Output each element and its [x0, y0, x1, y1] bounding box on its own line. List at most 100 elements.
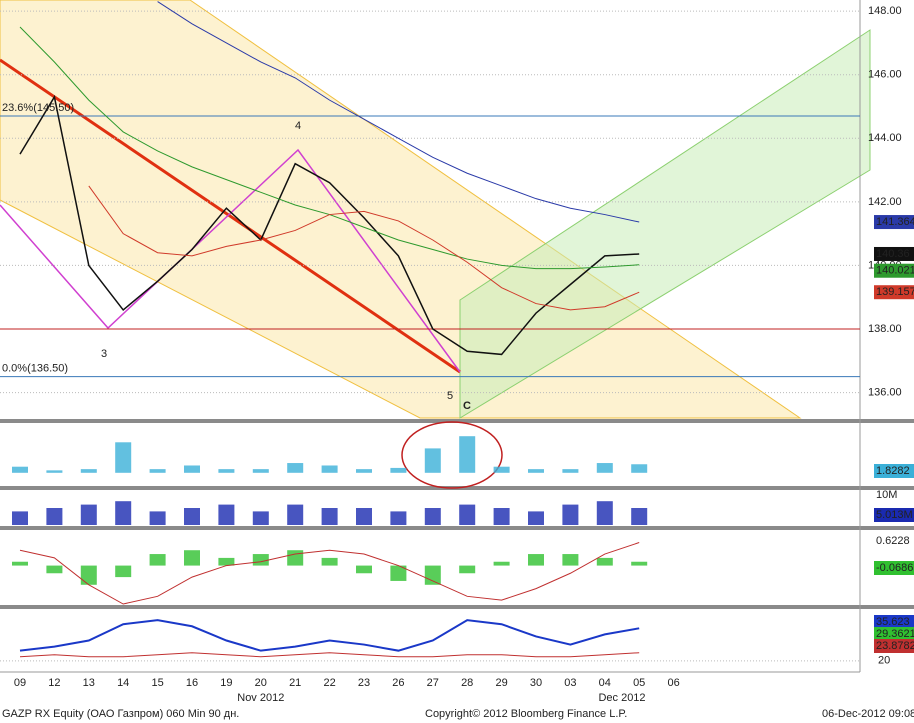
last-value-label: 140.0217 [876, 265, 914, 277]
histogram-bar [80, 504, 97, 525]
histogram-bar [149, 511, 166, 525]
histogram-bar [149, 469, 166, 473]
last-value-box [874, 639, 914, 653]
histogram-bar [459, 565, 476, 574]
histogram-bar [46, 508, 63, 525]
last-value-label: 141.3646 [876, 216, 914, 228]
histogram-bar [424, 448, 441, 473]
x-tick-label: 20 [255, 677, 267, 689]
wave-label: C [463, 400, 471, 412]
histogram-bar [596, 501, 613, 525]
x-tick-label: 27 [427, 677, 439, 689]
trend-line [0, 58, 461, 374]
separator [0, 419, 914, 423]
x-tick-label: 29 [495, 677, 507, 689]
x-tick-label: 14 [117, 677, 129, 689]
x-tick-label: 23 [358, 677, 370, 689]
last-value-box [874, 534, 914, 548]
month-label: Dec 2012 [598, 692, 645, 704]
copyright: Copyright© 2012 Bloomberg Finance L.P. [425, 708, 627, 720]
last-value-label: 1.8282 [876, 465, 910, 477]
histogram-bar [287, 550, 304, 566]
x-tick-label: 15 [151, 677, 163, 689]
histogram-bar [493, 561, 510, 566]
moving-average [157, 1, 640, 223]
last-value-box [874, 285, 914, 300]
last-value-box [874, 215, 914, 230]
y-tick-label: 10M [876, 489, 897, 501]
last-value-label: 139.157 [876, 286, 914, 298]
x-tick-label: 03 [564, 677, 576, 689]
histogram-bar [562, 554, 579, 566]
histogram-bar [493, 508, 510, 525]
histogram-bar [252, 469, 269, 473]
x-tick-label: 30 [530, 677, 542, 689]
histogram-bar [46, 565, 63, 574]
histogram-bar [12, 561, 28, 566]
histogram-bar [321, 557, 338, 566]
level-label: 0.0%(136.50) [2, 363, 68, 375]
histogram-bar [80, 565, 97, 585]
histogram-bar [459, 504, 476, 525]
last-value-box [874, 508, 914, 522]
last-value-label: -0.0686 [876, 562, 913, 574]
x-tick-label: 06 [667, 677, 679, 689]
x-tick-label: 16 [186, 677, 198, 689]
histogram-bar [115, 501, 132, 525]
histogram-bar [528, 469, 544, 473]
last-value-box [874, 627, 914, 641]
price-line [19, 94, 640, 356]
histogram-bar [424, 508, 441, 525]
histogram-bar [528, 554, 544, 566]
histogram-bar [115, 442, 132, 473]
histogram-bar [287, 463, 304, 473]
histogram-bar [321, 465, 338, 473]
moving-average [88, 185, 640, 311]
x-tick-label: 26 [392, 677, 404, 689]
signal-line [19, 542, 640, 605]
histogram-bar [562, 504, 579, 525]
x-tick-label: 12 [48, 677, 60, 689]
separator [0, 605, 914, 609]
histogram-bar [46, 470, 63, 473]
histogram-bar [424, 565, 441, 585]
level-label: 23.6%(145.50) [2, 102, 74, 114]
x-tick-label: 21 [289, 677, 301, 689]
histogram-bar [252, 554, 269, 566]
histogram-bar [390, 565, 407, 581]
x-tick-label: 22 [323, 677, 335, 689]
y-tick-label: 146.00 [868, 69, 902, 81]
last-value-label: 140.36 [876, 248, 910, 260]
highlight-ellipse [401, 421, 503, 489]
y-tick-label: 142.00 [868, 196, 902, 208]
histogram-bar [493, 466, 510, 473]
y-tick-label: 144.00 [868, 132, 902, 144]
last-value-label: 29.3621 [876, 628, 914, 640]
last-value-box [874, 561, 914, 575]
y-tick-label: 138.00 [868, 323, 902, 335]
last-value-box [874, 246, 914, 261]
histogram-bar [459, 436, 476, 473]
histogram-bar [149, 554, 166, 566]
wave-label: 5 [447, 390, 453, 402]
wave-line [0, 148, 461, 373]
last-value-label: 23.8782 [876, 640, 914, 652]
histogram-bar [218, 557, 235, 566]
histogram-bar [390, 467, 407, 473]
histogram-bar [218, 504, 235, 525]
footer-title: GAZP RX Equity (ОАО Газпром) 060 Min 90 … [2, 708, 239, 720]
y-tick-label: 20 [878, 655, 890, 667]
x-tick-label: 28 [461, 677, 473, 689]
histogram-bar [184, 508, 200, 525]
last-value-label: 5.013M [876, 509, 913, 521]
histogram-bar [12, 466, 28, 473]
indicator-line [19, 619, 640, 652]
histogram-bar [631, 561, 648, 566]
last-value-box [874, 263, 914, 278]
histogram-bar [184, 550, 200, 566]
wave-label: 3 [101, 348, 107, 360]
last-value-label: 35.623 [876, 616, 910, 628]
histogram-bar [80, 469, 97, 473]
separator [0, 526, 914, 530]
month-label: Nov 2012 [237, 692, 284, 704]
